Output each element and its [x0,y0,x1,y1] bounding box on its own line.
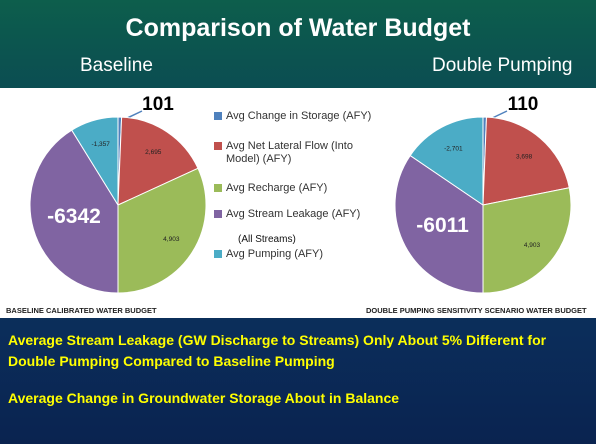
legend-label: Avg Pumping (AFY) [226,248,324,260]
pie-slice [482,116,570,206]
caption: DOUBLE PUMPING SENSITIVITY SCENARIO WATE… [366,306,587,315]
legend-label: Avg Change in Storage (AFY) [226,110,372,122]
legend-swatch [214,210,222,218]
legend-label: Avg Stream Leakage (AFY) [226,208,361,220]
pie-slice [117,116,199,206]
caption: BASELINE CALIBRATED WATER BUDGET [6,306,157,315]
slide-title: Comparison of Water Budget [125,14,471,42]
pie-slice [117,167,207,294]
legend-label: Avg Recharge (AFY) [226,182,328,194]
subtitle: Double Pumping [432,55,573,76]
legend-swatch [214,184,222,192]
pie-slice [29,129,119,294]
data-label: 3,698 [516,154,533,161]
pie-slice [71,116,119,207]
data-label: -6011 [416,214,469,237]
legend-note: (All Streams) [238,234,296,245]
note: Average Stream Leakage (GW Discharge to … [8,332,547,369]
pie-slice [482,187,572,294]
data-label: -1,357 [91,141,110,148]
pie-slice [409,116,484,206]
data-label: 2,695 [145,149,162,156]
data-label: 4,903 [163,236,180,243]
data-label: 4,903 [524,242,541,249]
data-label: 101 [142,94,174,115]
legend-swatch [214,142,222,150]
data-label: -6342 [47,205,101,228]
subtitle: Baseline [80,55,153,76]
legend-swatch [214,250,222,258]
data-label: 110 [508,94,539,115]
legend-swatch [214,112,222,120]
note: Average Change in Groundwater Storage Ab… [8,390,400,406]
legend-label: Avg Net Lateral Flow (Into Model) (AFY) [226,140,353,165]
data-label: -2,701 [444,146,463,153]
pie-slice [394,154,484,294]
